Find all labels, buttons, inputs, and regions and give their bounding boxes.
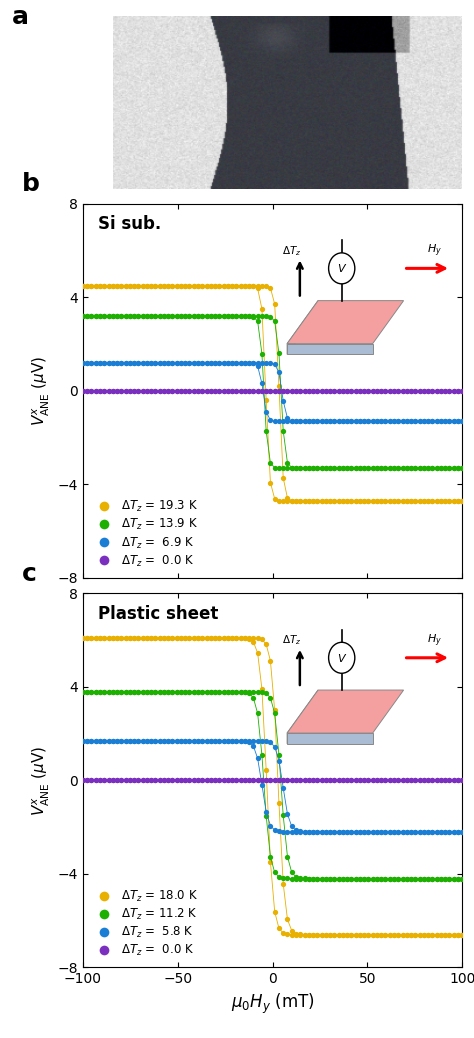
Text: c: c (22, 562, 37, 585)
Text: Si sub.: Si sub. (98, 215, 161, 234)
Legend: $\Delta T_z$ = 19.3 K, $\Delta T_z$ = 13.9 K, $\Delta T_z$ =  6.9 K, $\Delta T_z: $\Delta T_z$ = 19.3 K, $\Delta T_z$ = 13… (89, 496, 201, 572)
Legend: $\Delta T_z$ = 18.0 K, $\Delta T_z$ = 11.2 K, $\Delta T_z$ =  5.8 K, $\Delta T_z: $\Delta T_z$ = 18.0 K, $\Delta T_z$ = 11… (89, 885, 201, 961)
Text: b: b (22, 172, 40, 196)
X-axis label: $\mu_0 H_y$ (mT): $\mu_0 H_y$ (mT) (231, 992, 314, 1016)
Y-axis label: $V^x_\mathrm{ANE}$ ($\mu$V): $V^x_\mathrm{ANE}$ ($\mu$V) (31, 745, 52, 816)
Y-axis label: $V^x_\mathrm{ANE}$ ($\mu$V): $V^x_\mathrm{ANE}$ ($\mu$V) (31, 356, 52, 427)
Text: a: a (12, 5, 29, 29)
Text: Plastic sheet: Plastic sheet (98, 604, 219, 623)
